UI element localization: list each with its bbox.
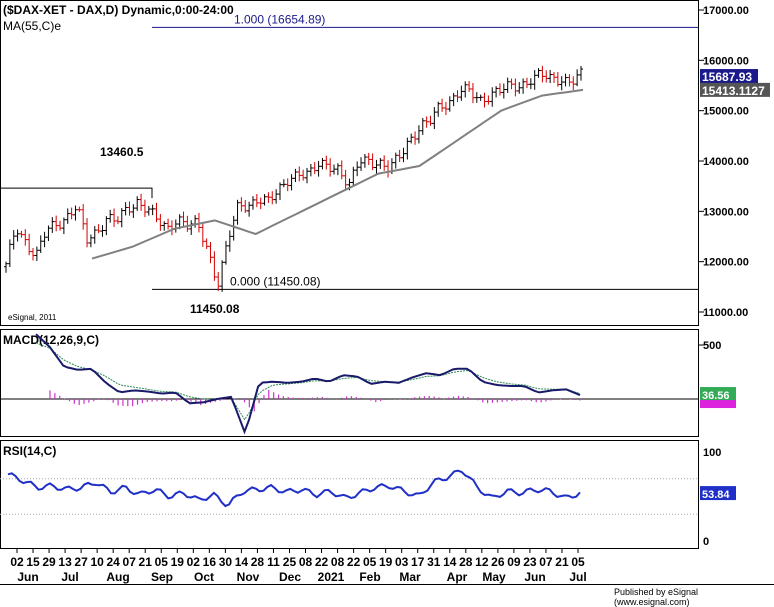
x-day-label: 26 <box>491 555 505 569</box>
x-day-label: 09 <box>507 555 521 569</box>
x-day-label: 22 <box>315 555 329 569</box>
x-day-label: 05 <box>363 555 377 569</box>
x-month-label: Jun <box>17 570 38 584</box>
x-month-label: 2021 <box>318 570 345 584</box>
x-month-label: Jul <box>569 570 586 584</box>
price-tick-label: 15000.00 <box>703 106 749 118</box>
x-day-label: 03 <box>395 555 409 569</box>
x-day-label: 21 <box>555 555 569 569</box>
chart-title: ($DAX-XET - DAX,D) Dynamic,0:00-24:00 <box>3 3 234 17</box>
ma-line <box>91 88 584 260</box>
rsi-panel-frame <box>0 440 699 549</box>
macd-panel: MACD(12,26,9,C) 500 36.56 <box>0 333 736 435</box>
x-month-label: Dec <box>279 570 301 584</box>
x-day-label: 08 <box>299 555 313 569</box>
x-day-label: 29 <box>42 555 56 569</box>
price-tick-label: 14000.00 <box>703 156 749 168</box>
price-tick-label: 11000.00 <box>703 307 748 319</box>
x-day-label: 27 <box>74 555 88 569</box>
rsi-value-label: 53.84 <box>702 489 730 501</box>
price-tick-label: 12000.00 <box>703 257 749 269</box>
x-month-label: Mar <box>399 570 421 584</box>
rsi-label: RSI(14,C) <box>3 444 56 458</box>
x-day-label: 25 <box>283 555 297 569</box>
x-month-label: Feb <box>359 570 380 584</box>
x-day-label: 14 <box>235 555 249 569</box>
x-day-label: 17 <box>411 555 425 569</box>
x-axis: 02 15 29 13 27 10 24 07 21 05 19 02 16 30 14 28 11 25 08 22… <box>10 549 587 584</box>
reference-line <box>0 187 153 199</box>
x-day-label: 10 <box>90 555 104 569</box>
x-day-label: 24 <box>106 555 120 569</box>
rsi-tick-label: 0 <box>703 536 709 548</box>
price-panel: 17000.00 16000.00 15000.00 14000.00 13000.00… <box>0 5 770 319</box>
x-day-label: 07 <box>539 555 553 569</box>
x-day-label: 07 <box>123 555 137 569</box>
price-tick-label: 13000.00 <box>703 206 749 218</box>
macd-value-box <box>700 387 736 402</box>
macd-label: MACD(12,26,9,C) <box>3 333 99 347</box>
x-month-label: Aug <box>106 570 129 584</box>
x-day-label: 08 <box>331 555 345 569</box>
x-day-label: 31 <box>427 555 441 569</box>
price-annotation: 13460.5 <box>100 145 144 159</box>
last-price-box <box>700 69 758 84</box>
last-price-label: 15687.93 <box>702 70 752 84</box>
macd-hist-value-box <box>700 400 736 409</box>
price-annotation: 11450.08 <box>190 302 240 316</box>
x-day-label: 02 <box>187 555 201 569</box>
macd-tick-label: 500 <box>703 340 721 352</box>
x-day-label: 13 <box>58 555 72 569</box>
fib-level-label: 0.000 (11450.08) <box>230 274 321 288</box>
rsi-value-box <box>700 486 736 501</box>
x-month-label: Oct <box>194 570 214 584</box>
x-month-label: Jul <box>61 570 78 584</box>
watermark: eSignal, 2011 <box>8 313 57 322</box>
ma-value-box <box>700 82 770 97</box>
price-tick-label: 17000.00 <box>703 5 749 17</box>
rsi-tick-label: 100 <box>703 447 721 459</box>
x-month-label: May <box>482 570 506 584</box>
x-day-label: 05 <box>155 555 169 569</box>
x-month-label: Nov <box>237 570 260 584</box>
x-day-label: 23 <box>523 555 537 569</box>
x-day-label: 14 <box>443 555 457 569</box>
macd-value-label: 36.56 <box>702 390 730 402</box>
x-day-label: 11 <box>267 555 280 569</box>
x-day-label: 12 <box>475 555 489 569</box>
x-month-label: Apr <box>447 570 468 584</box>
x-day-label: 15 <box>26 555 40 569</box>
x-day-label: 16 <box>203 555 217 569</box>
macd-signal-line <box>35 342 581 421</box>
x-day-label: 28 <box>251 555 265 569</box>
ma-value-label: 15413.1127 <box>702 84 765 98</box>
macd-line <box>35 333 581 435</box>
x-day-label: 19 <box>171 555 185 569</box>
price-tick-label: 16000.00 <box>703 55 749 67</box>
ma-label: MA(55,C)e <box>3 19 62 33</box>
x-day-label: 28 <box>459 555 473 569</box>
price-panel-frame <box>0 0 699 326</box>
rsi-panel: RSI(14,C) 100 0 53.84 <box>0 444 736 548</box>
x-day-label: 21 <box>139 555 153 569</box>
rsi-line <box>7 469 581 508</box>
x-month-label: Sep <box>151 570 173 584</box>
x-day-label: 30 <box>219 555 233 569</box>
x-month-label: Jun <box>524 570 545 584</box>
fib-level-label: 1.000 (16654.89) <box>234 12 325 26</box>
macd-panel-frame <box>0 329 699 437</box>
x-day-label: 22 <box>347 555 361 569</box>
x-day-label: 02 <box>10 555 24 569</box>
x-day-label: 05 <box>571 555 585 569</box>
x-day-label: 19 <box>379 555 393 569</box>
